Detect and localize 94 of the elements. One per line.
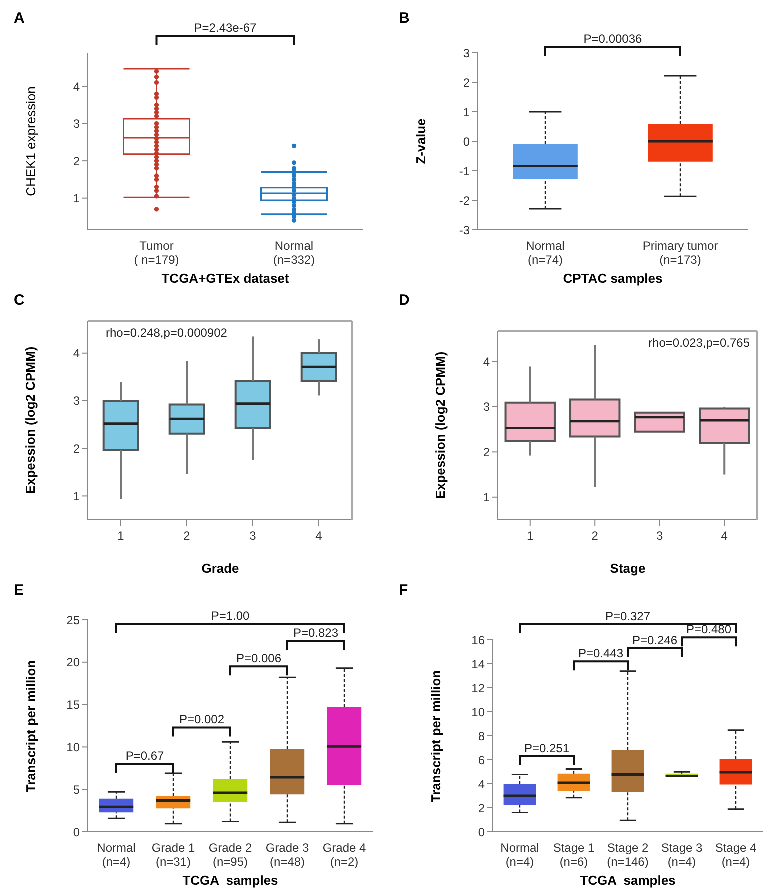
annotation: rho=0.023,p=0.765 — [648, 336, 750, 350]
x-tick-label: 2 — [592, 529, 599, 543]
x-tick-label: Grade 2 (n=95) — [208, 841, 253, 869]
annotation: P=0.67 — [126, 749, 165, 764]
x-tick-label: Tumor ( n=179) — [134, 239, 180, 267]
chart-title: D — [399, 292, 410, 309]
y-tick-label: 5 — [73, 782, 80, 797]
y-tick-label: 20 — [66, 656, 80, 670]
y-tick-label: 2 — [483, 445, 490, 460]
x-tick-label: Stage 4 (n=4) — [715, 841, 758, 869]
y-tick-label: -1 — [459, 164, 470, 178]
annotation: P=0.006 — [236, 652, 282, 666]
chart-title: B — [399, 10, 410, 27]
bracket: P=0.480 — [681, 622, 737, 647]
x-tick-label: 1 — [527, 529, 534, 543]
x-axis-title: TCGA samples — [182, 873, 280, 888]
chart-title: C — [14, 292, 25, 309]
x-axis-title: Stage — [609, 561, 647, 576]
y-tick-label: 1 — [483, 490, 490, 505]
y-tick-label: 15 — [66, 698, 80, 712]
y-tick-label: 0 — [73, 825, 80, 840]
x-tick-label: Normal (n=332) — [273, 239, 316, 267]
x-axis-title: CPTAC samples — [562, 271, 664, 286]
x-tick-label: Grade 1 (n=31) — [152, 841, 196, 869]
y-tick-label: 16 — [472, 633, 486, 648]
bracket: P=2.43e-67 — [156, 21, 296, 46]
annotation: P=0.251 — [524, 741, 570, 756]
annotation: P=1.00 — [211, 609, 250, 624]
x-tick-label: Normal (n=74) — [526, 239, 565, 267]
y-tick-label: 1 — [73, 192, 80, 206]
x-tick-label: Stage 2 (n=146) — [607, 841, 650, 869]
y-tick-label: 14 — [472, 657, 486, 672]
y-tick-label: 25 — [66, 613, 80, 628]
annotation: P=0.443 — [578, 646, 624, 661]
y-tick-label: 10 — [472, 705, 486, 720]
annotation: P=0.823 — [293, 626, 339, 640]
annotation: P=0.246 — [632, 633, 678, 648]
annotation: P=0.002 — [179, 712, 225, 727]
y-tick-label: 4 — [73, 346, 80, 361]
x-tick-label: 1 — [118, 529, 125, 543]
chart-title: A — [14, 10, 25, 27]
x-tick-label: Normal (n=4) — [500, 841, 540, 869]
bracket: P=0.251 — [519, 741, 575, 766]
y-tick-label: 6 — [478, 753, 486, 768]
y-tick-label: 2 — [463, 76, 470, 90]
x-tick-label: 4 — [316, 529, 323, 543]
x-tick-label: 3 — [250, 529, 257, 543]
y-tick-label: 4 — [478, 777, 486, 792]
bracket: P=0.246 — [627, 633, 683, 658]
y-tick-label: -2 — [459, 194, 470, 208]
bracket: P=0.823 — [286, 626, 346, 650]
x-tick-label: Stage 1 (n=6) — [553, 841, 596, 869]
x-tick-label: Primary tumor (n=173) — [642, 239, 718, 267]
x-tick-label: Normal (n=4) — [97, 841, 136, 869]
x-axis-title: TCGA samples — [579, 873, 677, 888]
y-tick-label: 0 — [478, 825, 486, 840]
bracket: P=0.67 — [116, 749, 174, 774]
y-tick-label: 2 — [478, 801, 486, 816]
y-tick-label: 1 — [463, 105, 470, 120]
bracket: P=0.006 — [230, 652, 288, 676]
x-tick-label: 2 — [184, 529, 191, 543]
chart-title: F — [399, 582, 408, 599]
y-tick-label: 4 — [483, 355, 490, 370]
y-axis-title: Expession (log2 CPMM) — [24, 346, 39, 494]
y-tick-label: -3 — [459, 223, 470, 238]
y-tick-label: 0 — [463, 134, 470, 149]
x-tick-label: 3 — [656, 529, 664, 543]
bracket: P=0.002 — [172, 712, 232, 737]
y-tick-label: 3 — [463, 46, 470, 60]
y-tick-label: 2 — [73, 154, 80, 168]
x-axis-title: Grade — [200, 561, 240, 576]
x-tick-label: Grade 4 (n=2) — [322, 841, 367, 869]
y-tick-label: 4 — [73, 80, 80, 94]
y-axis-title: Z-value — [414, 118, 429, 164]
y-axis-title: Transcript per million — [428, 670, 444, 802]
bracket: P=0.443 — [573, 646, 629, 671]
y-tick-label: 3 — [73, 117, 80, 132]
y-axis-title: Transcript per million — [24, 660, 39, 792]
y-axis-title: CHEK1 expression — [24, 86, 39, 196]
y-tick-label: 10 — [66, 740, 80, 754]
y-tick-label: 2 — [73, 442, 80, 456]
x-tick-label: Stage 3 (n=4) — [661, 841, 704, 869]
y-tick-label: 12 — [472, 681, 486, 696]
chart-title: E — [14, 582, 24, 599]
y-tick-label: 1 — [73, 489, 80, 504]
x-tick-label: Grade 3 (n=48) — [266, 841, 310, 869]
x-axis-title: TCGA+GTEx dataset — [160, 271, 290, 286]
y-axis-title: Expession (log2 CPMM) — [434, 351, 449, 499]
y-tick-label: 8 — [478, 729, 486, 744]
annotation: rho=0.248,p=0.000902 — [106, 326, 228, 340]
bracket: P=0.00036 — [544, 32, 682, 56]
y-tick-label: 3 — [73, 394, 80, 408]
x-tick-label: 4 — [721, 529, 728, 543]
y-tick-label: 3 — [483, 400, 490, 414]
